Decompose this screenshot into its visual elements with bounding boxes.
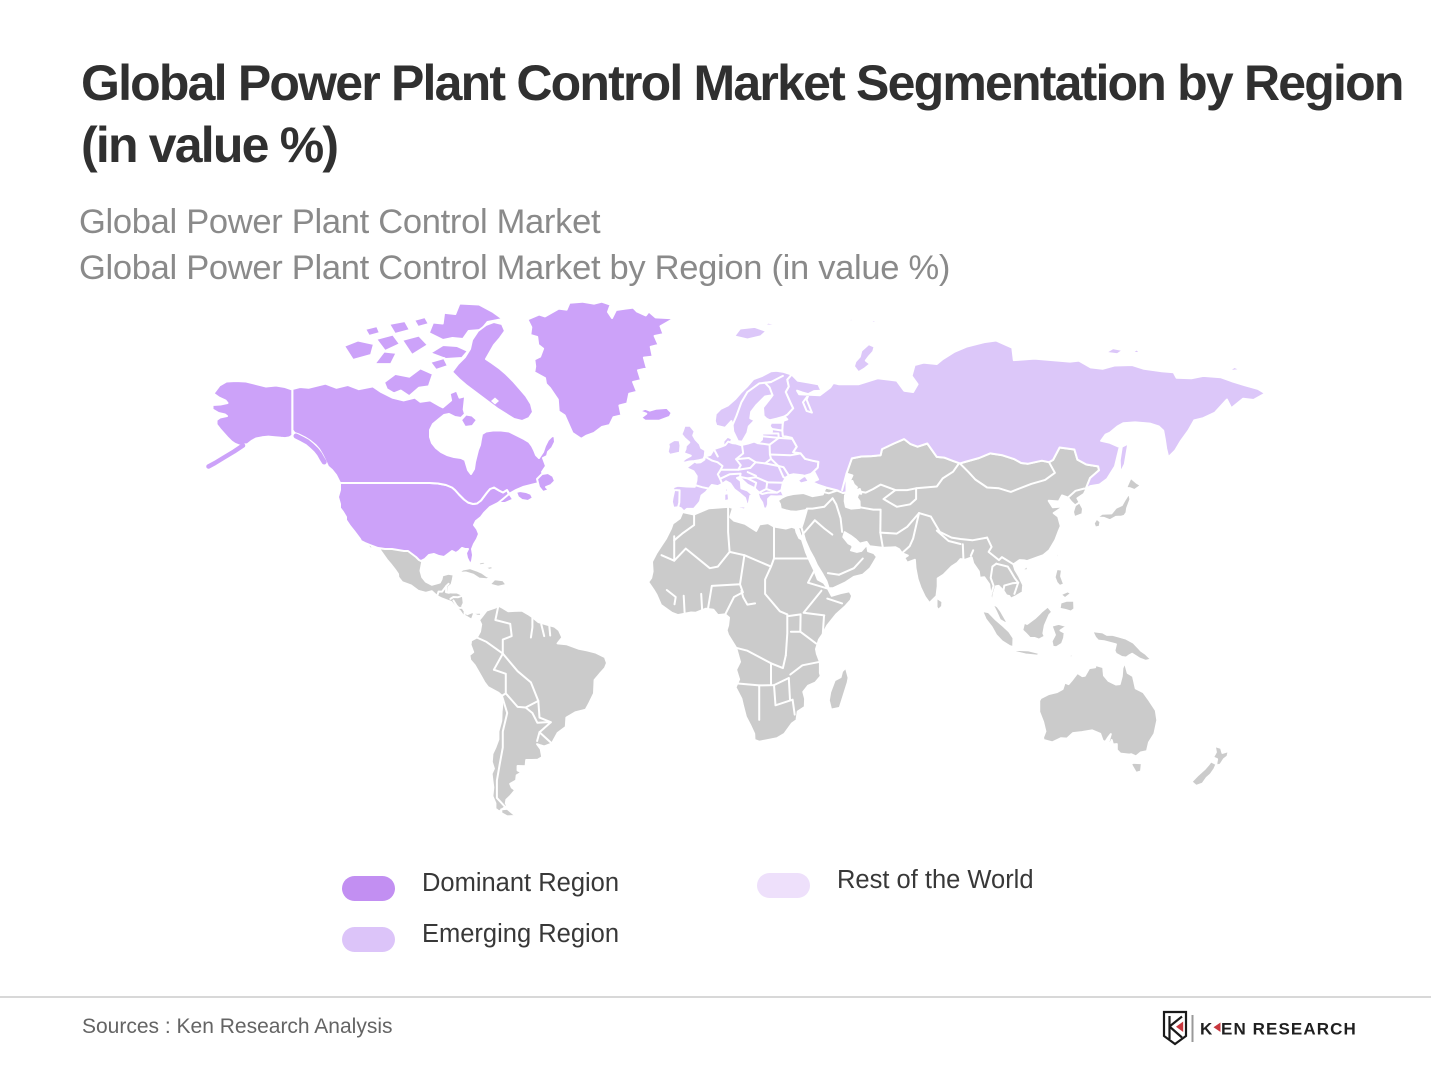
svg-text:K: K (1200, 1020, 1213, 1039)
svg-text:EN RESEARCH: EN RESEARCH (1221, 1020, 1357, 1039)
